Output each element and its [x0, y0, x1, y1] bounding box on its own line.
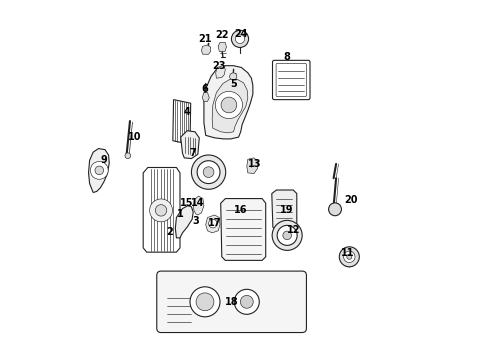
Text: 4: 4	[184, 107, 191, 117]
Polygon shape	[143, 167, 180, 252]
Circle shape	[149, 199, 172, 222]
Text: 18: 18	[224, 297, 238, 307]
Polygon shape	[247, 158, 258, 174]
Circle shape	[272, 220, 302, 250]
Circle shape	[197, 161, 220, 184]
Circle shape	[95, 166, 103, 175]
Circle shape	[215, 91, 243, 118]
Polygon shape	[220, 199, 266, 260]
Text: 23: 23	[213, 61, 226, 71]
Circle shape	[190, 287, 220, 317]
Circle shape	[230, 73, 237, 80]
Text: 5: 5	[230, 78, 237, 89]
Text: 21: 21	[198, 34, 212, 44]
Circle shape	[192, 155, 226, 189]
Circle shape	[231, 30, 248, 48]
Text: 8: 8	[284, 52, 291, 62]
Polygon shape	[193, 196, 204, 215]
Polygon shape	[173, 100, 191, 144]
Text: 13: 13	[248, 159, 262, 169]
Polygon shape	[216, 66, 225, 78]
Text: 9: 9	[100, 156, 107, 165]
Polygon shape	[218, 42, 226, 51]
Text: 22: 22	[215, 30, 228, 40]
Text: 12: 12	[287, 225, 300, 235]
Text: 17: 17	[208, 218, 221, 228]
Circle shape	[277, 225, 297, 246]
Text: 6: 6	[201, 84, 208, 94]
Text: 1: 1	[176, 209, 183, 219]
Circle shape	[209, 219, 217, 228]
Text: 14: 14	[191, 198, 205, 208]
Text: 7: 7	[190, 148, 196, 158]
Text: 24: 24	[234, 28, 247, 39]
Text: 3: 3	[193, 216, 199, 226]
Circle shape	[347, 254, 352, 259]
Circle shape	[329, 203, 342, 216]
FancyBboxPatch shape	[272, 60, 310, 100]
Polygon shape	[201, 45, 211, 54]
Circle shape	[241, 296, 253, 308]
Circle shape	[155, 204, 167, 216]
Polygon shape	[206, 215, 220, 233]
Polygon shape	[181, 131, 199, 158]
Text: 19: 19	[280, 205, 294, 215]
Polygon shape	[175, 206, 193, 238]
Circle shape	[90, 161, 108, 179]
Polygon shape	[272, 190, 297, 231]
Text: 2: 2	[166, 227, 172, 237]
Text: 11: 11	[341, 248, 355, 258]
Text: 10: 10	[128, 132, 142, 142]
Circle shape	[339, 247, 359, 267]
Text: 20: 20	[344, 195, 358, 204]
Circle shape	[221, 97, 237, 113]
FancyBboxPatch shape	[276, 64, 306, 96]
Circle shape	[343, 251, 355, 262]
Polygon shape	[212, 79, 248, 133]
Circle shape	[283, 231, 292, 240]
Circle shape	[125, 153, 131, 158]
Polygon shape	[204, 66, 253, 139]
FancyBboxPatch shape	[157, 271, 306, 333]
Circle shape	[234, 289, 259, 314]
Text: 16: 16	[234, 205, 247, 215]
Text: 15: 15	[180, 198, 194, 208]
Polygon shape	[89, 149, 109, 193]
Circle shape	[203, 167, 214, 177]
Circle shape	[196, 293, 214, 311]
Polygon shape	[202, 93, 209, 102]
Circle shape	[235, 34, 245, 44]
